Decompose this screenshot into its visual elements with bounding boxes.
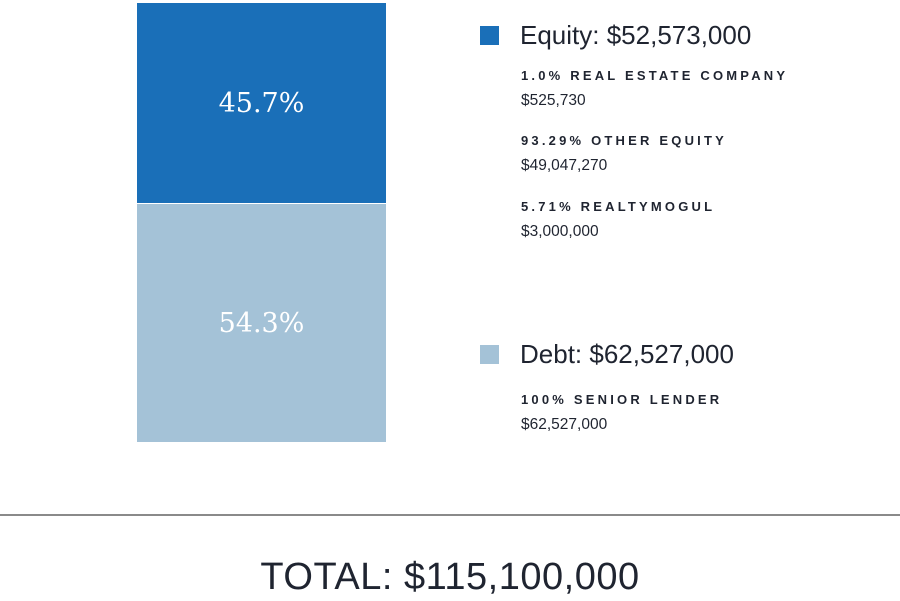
debt-item-senior-lender: 100% SENIOR LENDER $62,527,000	[521, 392, 722, 434]
equity-legend: Equity: $52,573,000 1.0% REAL ESTATE COM…	[480, 20, 785, 240]
total-divider	[0, 514, 900, 516]
equity-item-label: 1.0% REAL ESTATE COMPANY	[521, 68, 789, 83]
equity-item-value: $525,730	[521, 92, 586, 109]
equity-item-realtymogul: 5.71% REALTYMOGUL $3,000,000	[521, 199, 715, 241]
debt-percent-label: 54.3%	[218, 307, 305, 339]
debt-item-label: 100% SENIOR LENDER	[521, 392, 723, 407]
debt-swatch	[480, 345, 499, 364]
debt-item-value: $62,527,000	[521, 416, 608, 433]
equity-item-other-equity: 93.29% OTHER EQUITY $49,047,270	[521, 133, 727, 175]
equity-item-value: $49,047,270	[521, 157, 608, 174]
equity-legend-title: Equity: $52,573,000	[520, 20, 752, 50]
debt-legend: Debt: $62,527,000 100% SENIOR LENDER $62…	[480, 339, 734, 433]
total-label: TOTAL: $115,100,000	[260, 556, 640, 598]
equity-item-value: $3,000,000	[521, 223, 599, 240]
equity-percent-label: 45.7%	[218, 87, 305, 119]
stacked-bar: 45.7% 54.3%	[137, 3, 386, 442]
equity-item-real-estate-company: 1.0% REAL ESTATE COMPANY $525,730	[521, 68, 788, 110]
equity-item-label: 93.29% OTHER EQUITY	[521, 133, 728, 148]
equity-item-label: 5.71% REALTYMOGUL	[521, 199, 716, 214]
equity-bar-segment: 45.7%	[137, 3, 386, 204]
equity-swatch	[480, 26, 499, 45]
debt-bar-segment: 54.3%	[137, 204, 386, 442]
debt-legend-title: Debt: $62,527,000	[520, 339, 734, 369]
